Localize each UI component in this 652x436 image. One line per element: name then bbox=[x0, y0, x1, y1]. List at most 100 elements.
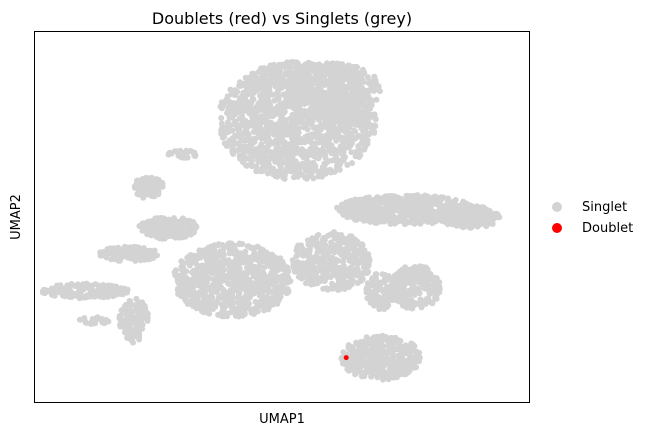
singlet-point bbox=[169, 228, 176, 235]
singlet-point bbox=[384, 288, 391, 295]
singlet-point bbox=[221, 127, 228, 134]
singlet-point bbox=[205, 309, 212, 316]
singlet-point bbox=[384, 303, 391, 310]
singlet-point bbox=[236, 134, 243, 141]
singlet-point bbox=[366, 255, 372, 262]
singlet-point bbox=[199, 262, 206, 269]
singlet-point bbox=[305, 165, 312, 172]
singlet-point bbox=[327, 166, 334, 173]
singlet-point bbox=[145, 189, 151, 196]
singlet-point bbox=[305, 132, 312, 139]
singlet-point bbox=[136, 223, 143, 229]
singlet-point bbox=[222, 300, 229, 307]
singlet-point bbox=[321, 75, 328, 81]
singlet-point bbox=[293, 126, 300, 133]
singlet-point bbox=[421, 285, 428, 292]
singlet-point bbox=[410, 357, 417, 364]
singlet-point bbox=[389, 213, 396, 219]
singlet-point bbox=[307, 161, 314, 168]
singlet-point bbox=[253, 265, 260, 272]
singlet-point bbox=[353, 63, 360, 70]
singlet-point bbox=[314, 274, 321, 281]
singlet-point bbox=[350, 84, 357, 90]
singlet-point bbox=[229, 135, 236, 142]
singlet-point bbox=[309, 75, 316, 82]
singlet-point bbox=[397, 347, 404, 354]
singlet-point bbox=[277, 129, 284, 136]
singlet-point bbox=[316, 151, 323, 158]
singlet-point bbox=[212, 242, 219, 249]
singlet-point bbox=[291, 268, 298, 275]
singlet-point bbox=[363, 215, 369, 222]
singlet-point bbox=[468, 224, 474, 231]
singlet-point bbox=[255, 101, 262, 108]
singlet-point bbox=[147, 185, 154, 192]
singlet-point bbox=[223, 260, 229, 267]
singlet-point bbox=[173, 221, 180, 228]
singlet-point bbox=[348, 234, 355, 241]
singlet-point bbox=[367, 340, 374, 347]
singlet-point bbox=[274, 108, 281, 115]
singlet-point bbox=[253, 163, 260, 170]
singlet-point bbox=[261, 145, 268, 152]
singlet-point bbox=[339, 273, 346, 280]
singlet-point bbox=[294, 108, 301, 115]
singlet-point bbox=[322, 152, 329, 159]
singlet-point bbox=[413, 196, 420, 203]
singlet-point bbox=[214, 298, 221, 305]
singlet-point bbox=[200, 298, 207, 305]
singlet-point bbox=[348, 100, 355, 107]
singlet-point bbox=[367, 205, 374, 212]
singlet-point bbox=[367, 289, 374, 296]
singlet-point bbox=[343, 125, 350, 132]
singlet-point bbox=[401, 286, 408, 293]
singlet-point bbox=[323, 254, 330, 261]
singlet-point bbox=[348, 136, 355, 143]
singlet-point bbox=[277, 162, 284, 169]
singlet-point bbox=[294, 89, 301, 96]
singlet-point bbox=[335, 85, 342, 92]
singlet-point bbox=[194, 294, 201, 301]
singlet-point bbox=[226, 250, 233, 257]
singlet-point bbox=[246, 135, 253, 141]
singlet-point bbox=[433, 295, 440, 302]
singlet-point bbox=[349, 198, 356, 205]
singlet-point bbox=[243, 256, 250, 263]
singlet-point bbox=[233, 281, 240, 288]
singlet-point bbox=[348, 281, 355, 288]
singlet-point bbox=[190, 220, 197, 227]
singlet-point bbox=[376, 350, 382, 356]
singlet-point bbox=[263, 124, 270, 131]
singlet-point bbox=[466, 204, 473, 211]
singlet-point bbox=[279, 82, 286, 89]
singlet-point bbox=[258, 298, 265, 305]
singlet-point bbox=[177, 275, 184, 281]
singlet-point bbox=[354, 341, 361, 348]
singlet-point bbox=[365, 367, 372, 373]
singlet-point bbox=[330, 265, 337, 272]
singlet-point bbox=[242, 143, 249, 150]
singlet-point bbox=[316, 103, 323, 110]
singlet-point bbox=[335, 257, 342, 264]
singlet-point bbox=[341, 286, 348, 292]
singlet-point bbox=[395, 203, 402, 210]
singlet-point bbox=[276, 63, 283, 70]
singlet-point bbox=[283, 94, 290, 101]
singlet-point bbox=[295, 273, 302, 280]
singlet-point bbox=[299, 171, 306, 178]
singlet-point bbox=[346, 74, 353, 81]
singlet-point bbox=[325, 94, 332, 101]
singlet-point bbox=[397, 364, 404, 371]
singlet-point bbox=[472, 207, 479, 214]
singlet-point bbox=[180, 269, 187, 276]
singlet-point bbox=[137, 187, 144, 193]
singlet-point bbox=[344, 162, 351, 168]
singlet-point bbox=[141, 223, 148, 230]
singlet-point bbox=[352, 205, 359, 212]
singlet-point bbox=[178, 264, 185, 270]
singlet-point bbox=[234, 107, 241, 114]
singlet-point bbox=[268, 272, 275, 279]
singlet-point bbox=[180, 280, 187, 287]
singlet-point bbox=[308, 268, 315, 275]
singlet-point bbox=[250, 123, 257, 129]
